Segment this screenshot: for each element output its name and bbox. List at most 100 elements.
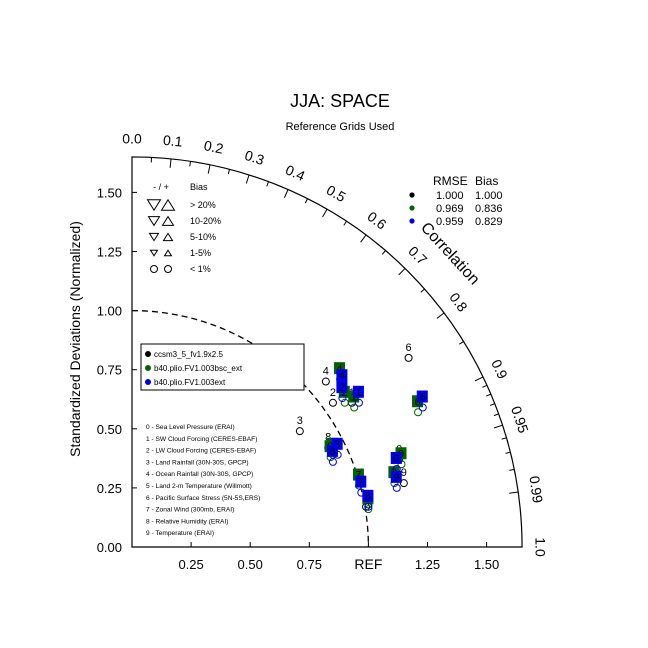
- variable-legend-item: 4 - Ocean Rainfall (30N-30S, GPCP): [146, 471, 253, 478]
- bias-negative-marker: [148, 232, 160, 242]
- data-point-label-box: [352, 385, 364, 398]
- data-point-marker: [418, 403, 427, 412]
- data-point-label: 3: [297, 415, 303, 427]
- data-point-marker: [399, 479, 408, 488]
- data-point-label-box: [355, 475, 367, 488]
- y-tick-label: 1.25: [97, 245, 122, 260]
- data-point-marker: [340, 398, 349, 407]
- variable-legend-item: 0 - Sea Level Pressure (ERAI): [146, 424, 235, 431]
- correlation-minor-tick: [343, 220, 347, 226]
- stats-row-dot: [409, 192, 415, 198]
- correlation-tick-label: 0.7: [405, 243, 430, 268]
- data-point-label-box: [362, 489, 374, 502]
- correlation-minor-tick: [459, 341, 464, 345]
- bias-legend-row-label: > 20%: [190, 200, 216, 210]
- stats-row-bias: 0.829: [475, 216, 503, 228]
- data-point-marker: [364, 502, 373, 511]
- series-legend-label: b40.plio.FV1.003ext: [154, 378, 226, 387]
- correlation-tick: [509, 491, 519, 494]
- data-point-label: 4: [336, 363, 342, 375]
- data-point-marker: [338, 382, 347, 391]
- data-point-label: 0: [393, 453, 399, 465]
- correlation-tick: [398, 268, 406, 276]
- data-point-label: 4: [339, 370, 345, 382]
- data-point-marker: [414, 408, 423, 417]
- correlation-tick-label: 0.9: [488, 357, 511, 382]
- data-point-label: 5: [365, 491, 371, 503]
- stats-row-dot: [409, 218, 415, 224]
- correlation-tick: [360, 234, 367, 243]
- x-tick-label: 1.25: [415, 557, 440, 572]
- correlation-minor-tick: [482, 384, 488, 388]
- bias-positive-marker: [160, 198, 176, 211]
- correlation-tick-label: 1.0: [532, 537, 548, 557]
- data-point-marker: [392, 483, 401, 492]
- data-point-label: 6: [406, 342, 412, 354]
- y-tick-label: 0.00: [97, 540, 122, 555]
- stats-row-bias: 1.000: [475, 190, 503, 202]
- data-point-label: 4: [323, 366, 329, 378]
- x-tick-label: 0.25: [178, 557, 203, 572]
- correlation-tick-label: 0.2: [203, 137, 225, 157]
- series-legend-label: ccsm3_5_fv1.9x2.5: [154, 350, 223, 359]
- variable-legend-item: 9 - Temperature (ERAI): [146, 530, 214, 537]
- series-legend-box: [140, 343, 305, 391]
- data-point-marker: [364, 505, 373, 514]
- stats-row-rmse: 0.969: [436, 203, 464, 215]
- bias-legend-row-label: 10-20%: [190, 216, 221, 226]
- data-point-label: 2: [339, 382, 345, 394]
- stats-row-rmse: 0.959: [436, 216, 464, 228]
- correlation-tick-label: 0.1: [162, 132, 183, 150]
- correlation-minor-tick: [266, 181, 269, 187]
- data-point-label: 7: [355, 470, 361, 482]
- bias-positive-marker: [164, 265, 172, 273]
- data-point-marker: [404, 353, 413, 362]
- data-point-marker: [354, 398, 363, 407]
- y-tick-label: 1.50: [97, 185, 122, 200]
- stats-row-dot: [409, 205, 415, 211]
- correlation-tick: [245, 174, 250, 184]
- correlation-tick-label: 0.8: [446, 289, 471, 314]
- data-point-label: 8: [325, 432, 331, 444]
- data-point-label-box: [416, 390, 428, 403]
- axes-frame: [131, 156, 523, 548]
- correlation-minor-tick: [489, 403, 495, 406]
- data-point-marker: [357, 488, 366, 497]
- bias-negative-marker: [147, 216, 161, 227]
- correlation-tick: [322, 208, 328, 218]
- chart-subtitle: Reference Grids Used: [286, 121, 395, 133]
- correlation-tick: [436, 312, 445, 319]
- data-point-label-box: [390, 470, 402, 483]
- chart-title: JJA: SPACE: [290, 91, 390, 111]
- data-point-label: 6: [419, 392, 425, 404]
- data-point-label-box: [334, 362, 346, 375]
- variable-legend-item: 8 - Relative Humidity (ERAI): [146, 518, 228, 525]
- bias-negative-marker: [149, 249, 159, 257]
- variable-legend-item: 1 - SW Cloud Forcing (CERES-EBAF): [146, 436, 257, 443]
- correlation-tick-label: 0.4: [283, 161, 307, 184]
- x-tick-label: 1.50: [474, 557, 499, 572]
- correlation-tick-label: 0.5: [324, 182, 349, 206]
- bias-positive-marker: [162, 232, 174, 242]
- x-tick-label: 0.75: [297, 557, 322, 572]
- correlation-minor-tick: [304, 198, 308, 204]
- stats-header-rmse: RMSE: [433, 174, 468, 188]
- correlation-tick-label: 0.0: [122, 131, 142, 147]
- variable-legend-item: 2 - LW Cloud Forcing (CERES-EBAF): [146, 448, 256, 455]
- data-marks: 012345678901234567890123456789: [295, 342, 428, 514]
- legend: - / + Bias > 20% 10-20% 5-10% 1-5% < 1% RMSE Bia…: [140, 174, 503, 537]
- correlation-tick-label: 0.95: [508, 404, 532, 435]
- data-point-marker: [328, 457, 337, 466]
- bias-legend-header: - / +: [153, 182, 169, 192]
- variable-legend-item: 6 - Pacific Surface Stress (5N-5S,ERS): [146, 495, 260, 502]
- correlation-minor-tick: [486, 393, 492, 397]
- y-axis-label: Standardized Deviations (Normalized): [67, 221, 83, 457]
- correlation-minor-tick: [501, 437, 507, 440]
- correlation-tick-label: 0.3: [243, 147, 267, 168]
- bias-negative-marker: [150, 265, 158, 273]
- ref-label: REF: [354, 556, 382, 572]
- correlation-minor-tick: [227, 169, 230, 175]
- data-point-marker: [321, 377, 330, 386]
- correlation-minor-tick: [509, 468, 515, 471]
